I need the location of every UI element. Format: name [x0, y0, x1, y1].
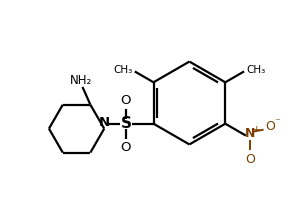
Text: O: O: [265, 120, 275, 133]
Text: S: S: [120, 116, 131, 131]
Text: O: O: [245, 153, 255, 166]
Text: ⁻: ⁻: [274, 118, 280, 128]
Text: O: O: [121, 94, 131, 107]
Text: N: N: [99, 116, 110, 129]
Text: NH₂: NH₂: [69, 74, 92, 87]
Text: N: N: [245, 127, 255, 140]
Text: CH₃: CH₃: [114, 66, 133, 75]
Text: +: +: [252, 125, 259, 134]
Text: CH₃: CH₃: [246, 66, 265, 75]
Text: O: O: [121, 141, 131, 154]
